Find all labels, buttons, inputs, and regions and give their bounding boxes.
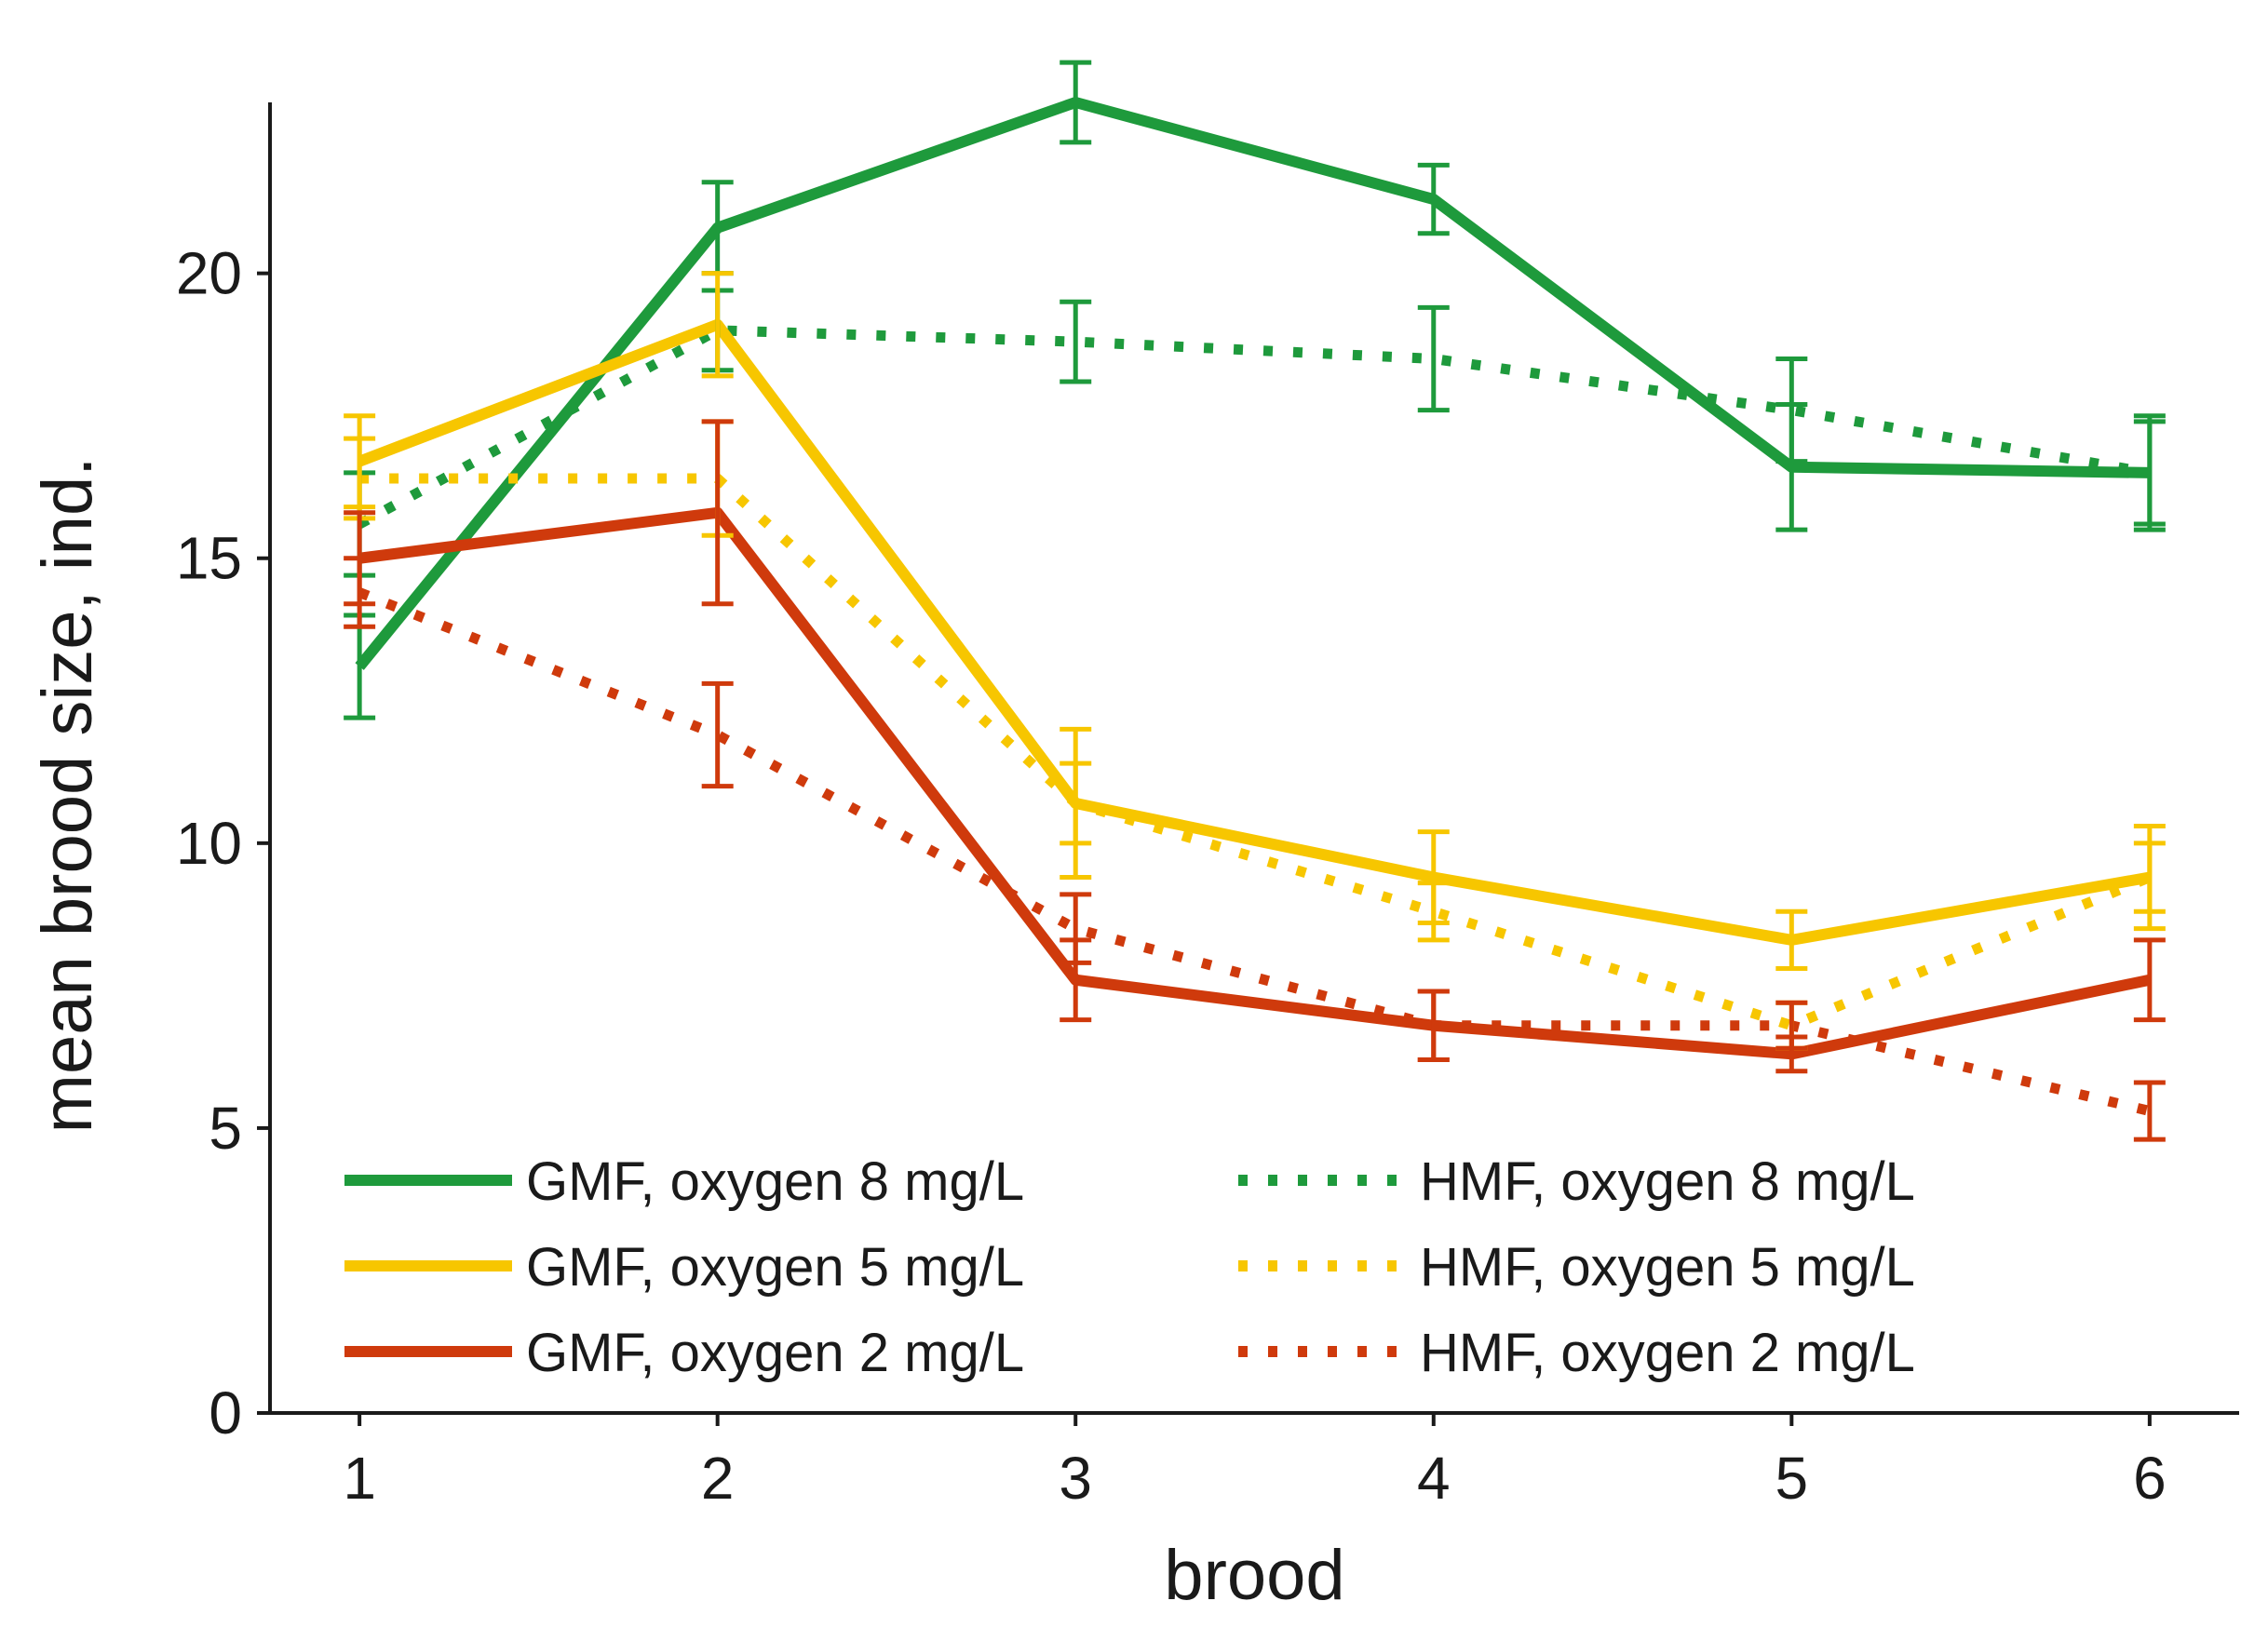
y-tick-label-5: 5 xyxy=(209,1095,242,1162)
series-lines xyxy=(355,97,2152,1116)
legend-entry-hmf-oxygen-2-mg-l: HMF, oxygen 2 mg/L xyxy=(1238,1323,1915,1383)
legend-label-hmf-oxygen-2-mg-l: HMF, oxygen 2 mg/L xyxy=(1420,1323,1915,1383)
error-bar-hmf-oxygen-2-mg-l-5 xyxy=(1775,1000,1808,1051)
x-tick-label-2: 2 xyxy=(701,1445,735,1512)
x-tick-label-5: 5 xyxy=(1775,1445,1809,1512)
legend-entry-hmf-oxygen-5-mg-l: HMF, oxygen 5 mg/L xyxy=(1238,1237,1915,1298)
error-bar-hmf-oxygen-5-mg-l-3 xyxy=(1060,760,1092,846)
legend-label-gmf-oxygen-2-mg-l: GMF, oxygen 2 mg/L xyxy=(526,1323,1024,1383)
legend-label-hmf-oxygen-8-mg-l: HMF, oxygen 8 mg/L xyxy=(1420,1151,1915,1212)
legend-label-hmf-oxygen-5-mg-l: HMF, oxygen 5 mg/L xyxy=(1420,1237,1915,1298)
error-bar-hmf-oxygen-5-mg-l-6 xyxy=(2133,841,2166,914)
axes: 0 5 10 15 20 1 2 3 4 5 6 xyxy=(176,102,2239,1512)
error-bar-gmf-oxygen-2-mg-l-6 xyxy=(2133,937,2166,1023)
error-bar-hmf-oxygen-2-mg-l-2 xyxy=(701,680,734,789)
legend-label-gmf-oxygen-8-mg-l: GMF, oxygen 8 mg/L xyxy=(526,1151,1024,1212)
error-bar-hmf-oxygen-8-mg-l-6 xyxy=(2133,419,2166,527)
error-bar-hmf-oxygen-8-mg-l-3 xyxy=(1060,299,1092,384)
legend-entry-gmf-oxygen-2-mg-l: GMF, oxygen 2 mg/L xyxy=(344,1323,1024,1383)
legend-entry-gmf-oxygen-8-mg-l: GMF, oxygen 8 mg/L xyxy=(344,1151,1024,1212)
series-line-gmf-oxygen-5-mg-l xyxy=(357,318,2151,946)
x-tick-label-4: 4 xyxy=(1417,1445,1451,1512)
x-tick-label-6: 6 xyxy=(2133,1445,2167,1512)
y-axis-title: mean brood size, ind. xyxy=(28,457,107,1134)
y-tick-label-10: 10 xyxy=(176,810,242,877)
x-axis-title: brood xyxy=(1164,1536,1344,1615)
legend: GMF, oxygen 8 mg/L HMF, oxygen 8 mg/L GMF,… xyxy=(344,1151,1915,1383)
error-bar-gmf-oxygen-8-mg-l-4 xyxy=(1417,162,1450,236)
series-line-hmf-oxygen-2-mg-l xyxy=(358,587,2152,1116)
y-tick-label-20: 20 xyxy=(176,240,242,307)
error-bars xyxy=(344,60,2166,1142)
y-tick-label-15: 15 xyxy=(176,525,242,592)
series-line-gmf-oxygen-8-mg-l xyxy=(355,97,2150,670)
error-bar-hmf-oxygen-5-mg-l-4 xyxy=(1417,881,1450,943)
error-bar-hmf-oxygen-2-mg-l-3 xyxy=(1060,892,1092,965)
legend-label-gmf-oxygen-5-mg-l: GMF, oxygen 5 mg/L xyxy=(526,1237,1024,1298)
legend-entry-hmf-oxygen-8-mg-l: HMF, oxygen 8 mg/L xyxy=(1238,1151,1915,1212)
error-bar-hmf-oxygen-2-mg-l-1 xyxy=(344,556,376,629)
error-bar-gmf-oxygen-5-mg-l-5 xyxy=(1775,908,1808,972)
x-tick-label-3: 3 xyxy=(1059,1445,1092,1512)
series-line-hmf-oxygen-5-mg-l xyxy=(359,473,2152,1031)
error-bar-hmf-oxygen-2-mg-l-4 xyxy=(1417,989,1450,1062)
error-bar-hmf-oxygen-2-mg-l-6 xyxy=(2133,1080,2166,1142)
error-bar-hmf-oxygen-8-mg-l-4 xyxy=(1417,304,1450,413)
error-bar-gmf-oxygen-2-mg-l-2 xyxy=(701,419,734,607)
y-tick-label-0: 0 xyxy=(209,1379,242,1446)
error-bar-gmf-oxygen-5-mg-l-2 xyxy=(701,271,734,379)
error-bar-hmf-oxygen-8-mg-l-5 xyxy=(1775,356,1808,464)
legend-entry-gmf-oxygen-5-mg-l: GMF, oxygen 5 mg/L xyxy=(344,1237,1024,1298)
x-tick-label-1: 1 xyxy=(343,1445,376,1512)
error-bar-gmf-oxygen-8-mg-l-3 xyxy=(1060,60,1092,145)
